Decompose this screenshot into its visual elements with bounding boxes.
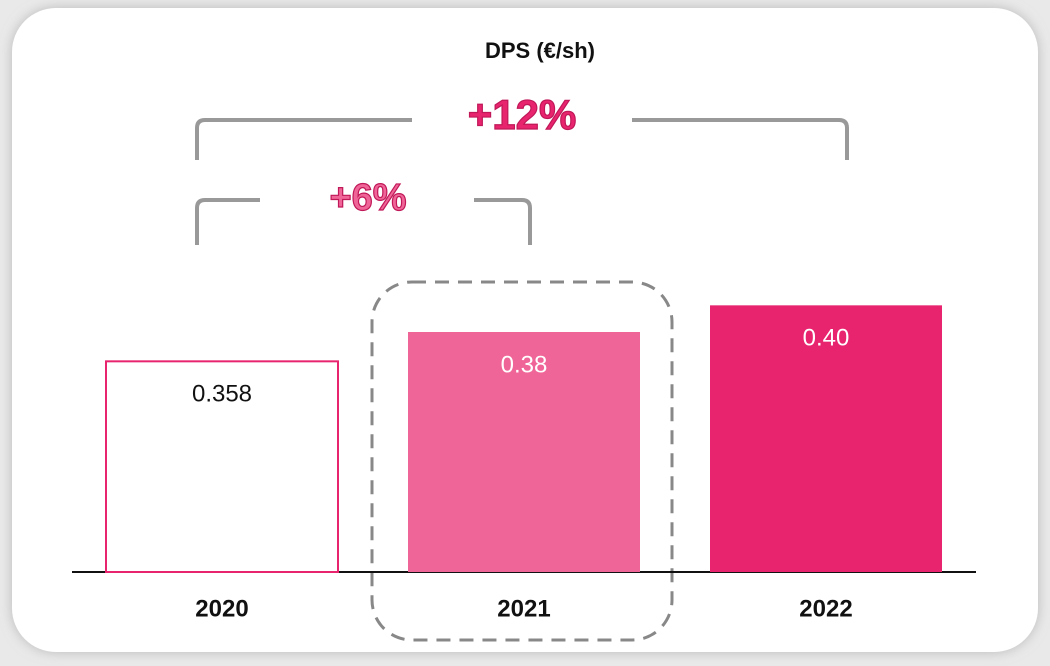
bracket [195, 198, 260, 245]
bracket [195, 118, 412, 160]
highlight-box [370, 280, 674, 642]
value-label: 0.38 [501, 351, 548, 378]
bar [408, 332, 640, 572]
bar [710, 305, 942, 572]
bracket [632, 118, 849, 160]
value-label: 0.358 [192, 381, 252, 408]
x-tick-label: 2020 [195, 595, 248, 622]
value-label: 0.40 [803, 325, 850, 352]
chart-title: DPS (€/sh) [485, 38, 595, 63]
x-tick-label: 2021 [497, 595, 550, 622]
bar [105, 360, 339, 574]
x-tick-label: 2022 [799, 595, 852, 622]
bracket [474, 198, 532, 245]
annotation: +6% [329, 177, 406, 219]
annotation: +12% [468, 91, 577, 138]
brackets [195, 118, 849, 245]
